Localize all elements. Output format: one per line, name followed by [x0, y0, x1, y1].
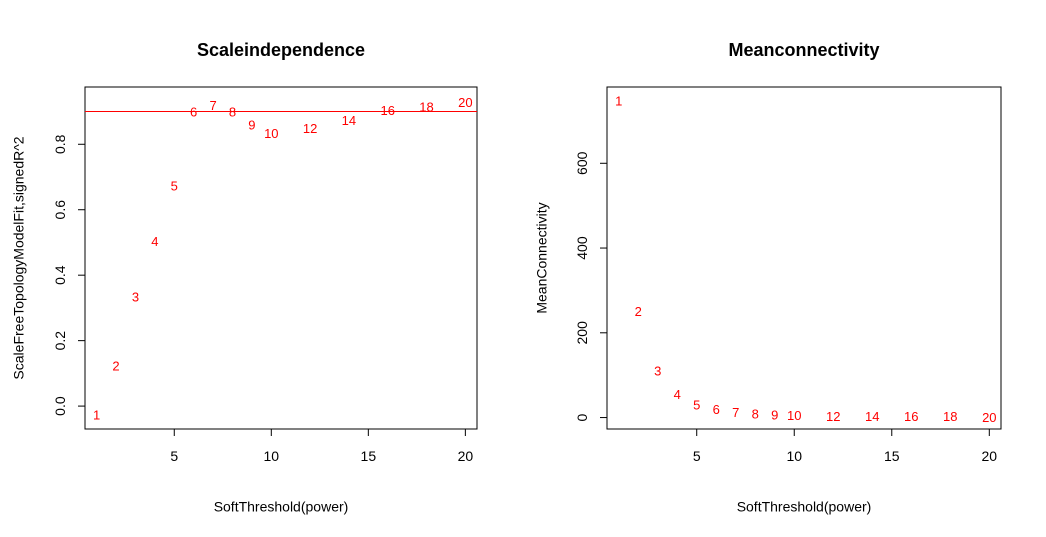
- chart-title: Scaleindependence: [197, 40, 365, 60]
- y-tick-label: 0.2: [52, 331, 68, 351]
- plot-frame: [606, 86, 1002, 430]
- x-tick-label: 10: [786, 448, 802, 464]
- x-axis-label: SoftThreshold(power): [214, 499, 349, 515]
- y-tick-label: 0.6: [52, 200, 68, 220]
- data-point-label: 4: [151, 234, 158, 249]
- data-point-label: 7: [209, 98, 216, 113]
- data-point-label: 4: [674, 387, 681, 402]
- chart-title: Meanconnectivity: [728, 40, 879, 60]
- y-tick-label: 400: [574, 236, 590, 260]
- x-tick-label: 20: [982, 448, 998, 464]
- x-tick-label: 20: [458, 448, 474, 464]
- x-tick-label: 15: [884, 448, 900, 464]
- x-tick-label: 5: [693, 448, 701, 464]
- data-point-label: 1: [93, 407, 100, 422]
- y-tick-label: 0.8: [52, 134, 68, 154]
- data-point-label: 14: [342, 113, 356, 128]
- data-point-label: 16: [904, 409, 918, 424]
- data-point-label: 2: [112, 358, 119, 373]
- data-point-label: 5: [693, 398, 700, 413]
- data-point-label: 6: [190, 105, 197, 120]
- data-point-label: 2: [635, 304, 642, 319]
- data-point-label: 12: [826, 409, 840, 424]
- data-point-label: 10: [787, 408, 801, 423]
- y-tick-label: 0: [574, 413, 590, 421]
- data-point-label: 8: [752, 406, 759, 421]
- data-point-label: 16: [380, 103, 394, 118]
- chart-panel-1: Scaleindependence SoftThreshold(power) Sca…: [11, 40, 478, 515]
- y-tick-label: 600: [574, 151, 590, 175]
- y-axis-label: ScaleFreeTopologyModelFit,signedR^2: [11, 136, 27, 379]
- plot-frame: [84, 86, 478, 430]
- data-point-label: 3: [132, 290, 139, 305]
- chart-panel-2: Meanconnectivity SoftThreshold(power) Mean…: [534, 40, 1002, 515]
- data-point-label: 8: [229, 105, 236, 120]
- data-point-label: 7: [732, 405, 739, 420]
- x-axis-label: SoftThreshold(power): [737, 499, 872, 515]
- y-tick-label: 0.4: [52, 265, 68, 285]
- data-point-label: 9: [771, 407, 778, 422]
- data-point-label: 20: [458, 95, 472, 110]
- data-point-label: 12: [303, 121, 317, 136]
- data-point-label: 18: [943, 409, 957, 424]
- x-tick-label: 15: [361, 448, 377, 464]
- data-point-label: 1: [615, 93, 622, 108]
- x-tick-label: 5: [170, 448, 178, 464]
- data-point-label: 5: [171, 178, 178, 193]
- data-point-label: 6: [713, 402, 720, 417]
- x-tick-label: 10: [264, 448, 280, 464]
- data-point-label: 9: [248, 118, 255, 133]
- data-point-label: 20: [982, 410, 996, 425]
- data-point-label: 18: [419, 100, 433, 115]
- data-point-label: 14: [865, 409, 879, 424]
- data-point-label: 3: [654, 364, 661, 379]
- y-tick-label: 200: [574, 321, 590, 345]
- data-point-label: 10: [264, 126, 278, 141]
- y-tick-label: 0.0: [52, 396, 68, 416]
- y-axis-label: MeanConnectivity: [534, 202, 550, 313]
